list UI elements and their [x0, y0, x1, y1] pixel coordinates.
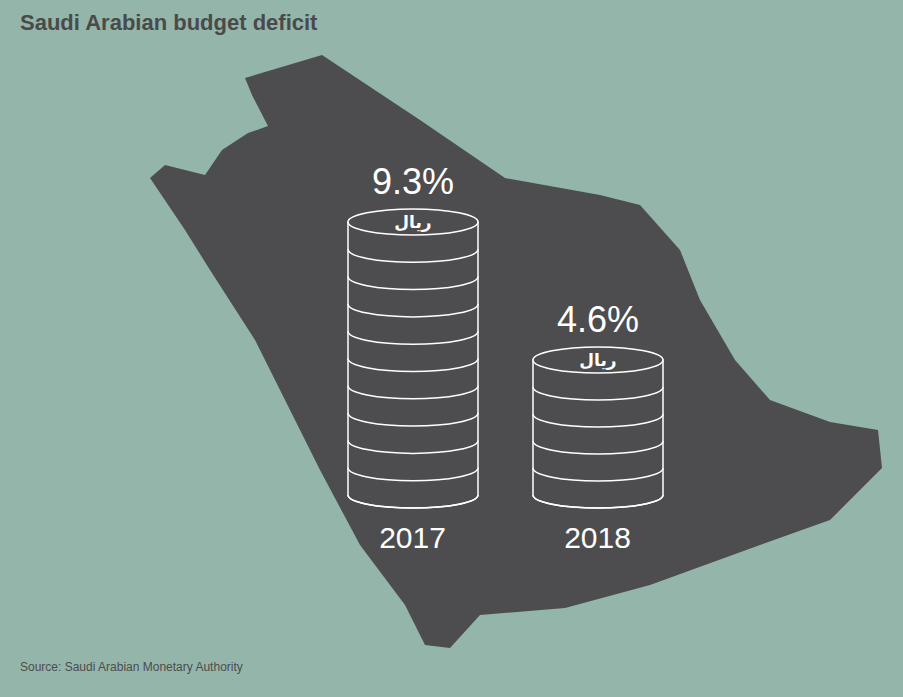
svg-text:2018: 2018	[564, 521, 631, 554]
html-text:Saudi Arabian budget deficit: Saudi Arabian budget deficit	[20, 10, 318, 35]
svg-text:ريال: ريال	[579, 350, 616, 370]
svg-text:9.3%: 9.3%	[372, 161, 454, 202]
svg-text:2017: 2017	[379, 521, 446, 554]
svg-text:ريال: ريال	[394, 212, 431, 232]
html-text:Source: Saudi Arabian Monetary: Source: Saudi Arabian Monetary Authority	[20, 660, 243, 674]
svg-text:4.6%: 4.6%	[557, 299, 639, 340]
